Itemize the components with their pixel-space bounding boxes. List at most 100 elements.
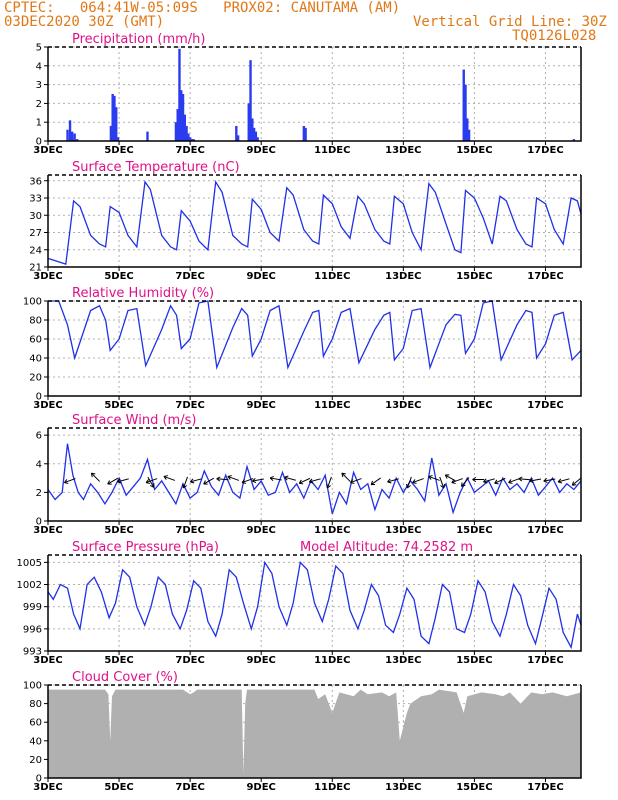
precip-bar <box>254 131 258 141</box>
precip-title: Precipitation (mm/h) <box>72 32 205 47</box>
cloud-ytick-label: 20 <box>29 755 42 766</box>
wind-arrow <box>203 477 215 485</box>
precip-bar <box>146 131 149 141</box>
wind-xtick-label: 9DEC <box>246 525 275 536</box>
wind-arrow <box>341 472 351 482</box>
precip-xtick-label: 17DEC <box>527 145 563 156</box>
cloud-title: Cloud Cover (%) <box>72 670 178 685</box>
wind-arrow <box>557 478 570 484</box>
temp-xtick-label: 3DEC <box>33 271 62 282</box>
temp-ytick-label: 27 <box>29 228 42 239</box>
temp-ytick-label: 30 <box>29 211 42 222</box>
wind-arrow <box>529 478 542 484</box>
wind-arrow <box>472 476 485 483</box>
precip-bar <box>251 118 254 141</box>
header-line-2-left: 03DEC2020 30Z (GMT) <box>4 14 165 30</box>
rh-xtick-label: 3DEC <box>33 400 62 411</box>
temp-series-line <box>47 179 582 265</box>
pres-xtick-label: 13DEC <box>385 655 421 666</box>
wind-xtick-label: 15DEC <box>456 525 492 536</box>
header-line-2-right: Vertical Grid Line: 30Z <box>413 14 607 30</box>
wind-arrow <box>269 475 282 482</box>
wind-ytick-label: 2 <box>36 488 42 499</box>
wind-arrow <box>163 475 176 481</box>
pres-title: Surface Pressure (hPa) <box>72 540 219 555</box>
precip-bar <box>66 129 69 141</box>
pres-ytick-label: 993 <box>23 647 42 658</box>
precip-bar <box>190 139 194 141</box>
temp-xtick-label: 7DEC <box>175 271 204 282</box>
precip-bar <box>70 131 74 141</box>
pres-annotation: Model Altitude: 74.2582 m <box>300 540 473 555</box>
wind-xtick-label: 11DEC <box>314 525 350 536</box>
precip-bar <box>109 125 113 141</box>
rh-xtick-label: 9DEC <box>246 400 275 411</box>
wind-arrow <box>412 478 424 484</box>
cloud-ytick-label: 40 <box>29 736 42 747</box>
precip-bar <box>75 139 79 141</box>
precip-bar <box>466 118 469 141</box>
precip-bar <box>236 135 240 141</box>
rh-xtick-label: 15DEC <box>456 400 492 411</box>
rh-title: Relative Humidity (%) <box>72 286 214 301</box>
rh-ytick-label: 20 <box>29 373 42 384</box>
precip-ytick-label: 4 <box>36 61 42 72</box>
wind-xtick-label: 13DEC <box>385 525 421 536</box>
cloud-xtick-label: 9DEC <box>246 782 275 793</box>
wind-ytick-label: 0 <box>36 517 42 528</box>
cloud-xtick-label: 15DEC <box>456 782 492 793</box>
pres-ytick-label: 1005 <box>17 558 42 569</box>
wind-arrow <box>350 478 362 484</box>
wind-arrow <box>117 478 129 484</box>
wind-arrow <box>147 476 155 488</box>
wind-arrow <box>90 472 101 482</box>
temp-frame <box>47 175 582 268</box>
pres-xtick-label: 11DEC <box>314 655 350 666</box>
pres-ytick-label: 999 <box>23 602 42 613</box>
rh-ytick-label: 0 <box>36 392 42 403</box>
wind-arrow <box>145 478 158 484</box>
wind-arrow <box>241 478 254 484</box>
precip-bar <box>247 103 250 141</box>
precip-bar <box>111 94 114 141</box>
wind-xtick-label: 3DEC <box>33 525 62 536</box>
wind-arrow <box>439 476 446 489</box>
rh-ytick-label: 60 <box>29 335 42 346</box>
precip-bar <box>252 127 256 141</box>
precip-xtick-label: 5DEC <box>104 145 133 156</box>
precip-xtick-label: 9DEC <box>246 145 275 156</box>
pres-series-line <box>47 560 582 650</box>
pres-xtick-label: 9DEC <box>246 655 275 666</box>
cloud-xtick-label: 3DEC <box>33 782 62 793</box>
temp-title: Surface Temperature (nC) <box>72 160 240 175</box>
precip-bar <box>181 94 185 141</box>
precip-xtick-label: 13DEC <box>385 145 421 156</box>
cloud-xtick-label: 5DEC <box>104 782 133 793</box>
pres-xtick-label: 7DEC <box>175 655 204 666</box>
precip-xtick-label: 11DEC <box>314 145 350 156</box>
cloud-ytick-label: 80 <box>29 699 42 710</box>
precip-bar <box>572 139 576 141</box>
precip-bar <box>187 133 190 141</box>
rh-xtick-label: 11DEC <box>314 400 350 411</box>
precip-bar <box>188 137 192 141</box>
temp-ytick-label: 24 <box>29 245 42 256</box>
cloud-xtick-label: 17DEC <box>527 782 563 793</box>
precip-bar <box>115 107 118 141</box>
temp-xtick-label: 11DEC <box>314 271 350 282</box>
wind-arrow <box>308 478 321 484</box>
precip-bar <box>68 120 72 141</box>
precip-bar <box>73 133 76 141</box>
precip-xtick-label: 3DEC <box>33 145 62 156</box>
wind-arrow <box>518 476 531 482</box>
rh-ytick-label: 100 <box>23 297 42 308</box>
pres-xtick-label: 17DEC <box>527 655 563 666</box>
pres-ytick-label: 996 <box>23 624 42 635</box>
temp-ytick-label: 36 <box>29 176 42 187</box>
precip-bar <box>116 137 120 141</box>
cloud-xtick-label: 11DEC <box>314 782 350 793</box>
precip-bar <box>467 129 471 141</box>
precip-bar <box>256 137 259 141</box>
pres-ytick-label: 1002 <box>17 580 42 591</box>
header-line-1: CPTEC: 064:41W-05:09S PROX02: CANUTAMA (… <box>4 0 401 16</box>
